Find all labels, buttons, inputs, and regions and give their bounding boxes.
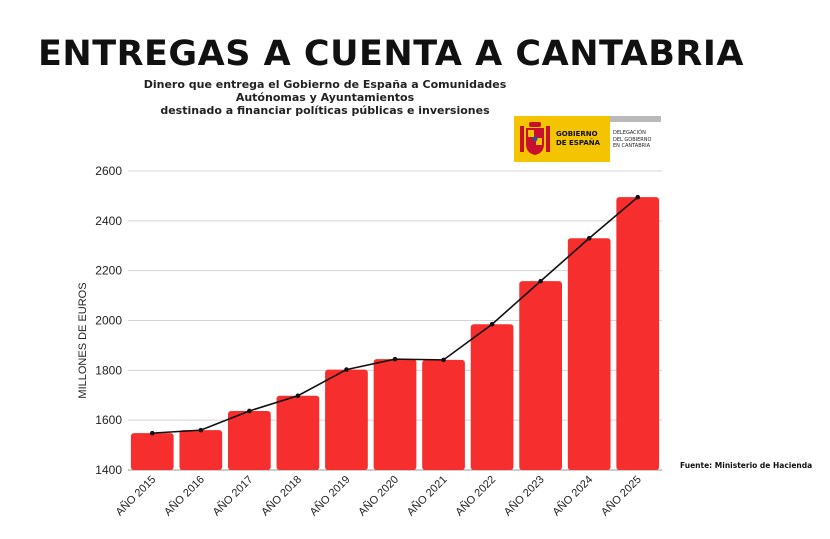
- trend-point: [586, 235, 592, 241]
- bar: [373, 359, 417, 470]
- x-tick-label: AÑO 2023: [501, 473, 547, 519]
- subtitle-line-2: destinado a financiar políticas públicas…: [160, 104, 490, 117]
- bar: [130, 433, 174, 470]
- trend-point: [247, 408, 252, 414]
- chart-subtitle: Dinero que entrega el Gobierno de España…: [110, 78, 540, 117]
- bar: [422, 359, 465, 470]
- y-tick-label: 2000: [95, 314, 122, 328]
- x-tick-label: AÑO 2015: [113, 473, 159, 519]
- trend-point: [149, 430, 155, 436]
- bar: [470, 324, 514, 470]
- bar: [325, 369, 368, 470]
- bar: [276, 395, 320, 470]
- x-tick-label: AÑO 2024: [550, 473, 596, 519]
- logo-grey-bar: [610, 116, 661, 122]
- x-tick-label: AÑO 2017: [210, 473, 256, 519]
- bar: [179, 430, 223, 470]
- x-tick-label: AÑO 2020: [356, 473, 402, 519]
- y-axis-ticks: 1400 1600 1800 2000 2200 2400 2600: [95, 164, 122, 477]
- coat-of-arms-icon: [520, 122, 550, 155]
- trend-point: [198, 427, 204, 433]
- x-tick-label: AÑO 2018: [259, 473, 305, 519]
- trend-point: [295, 393, 301, 399]
- y-tick-label: 1600: [95, 413, 122, 427]
- subtitle-line-1: Dinero que entrega el Gobierno de España…: [143, 78, 507, 104]
- y-axis-title: MILLONES DE EUROS: [77, 282, 89, 398]
- x-tick-label: AÑO 2025: [598, 473, 644, 519]
- bar: [519, 281, 562, 470]
- x-axis-ticks: AÑO 2015 AÑO 2016 AÑO 2017 AÑO 2018 AÑO 2019…: [113, 473, 644, 519]
- gobierno-logo: GOBIERNO DE ESPAÑA DELEGACIÓN DEL GOBIER…: [514, 116, 661, 162]
- x-tick-label: AÑO 2016: [161, 473, 207, 519]
- y-tick-label: 2200: [95, 264, 122, 278]
- x-tick-label: AÑO 2019: [307, 473, 353, 519]
- trend-point: [441, 357, 446, 363]
- x-tick-label: AÑO 2022: [453, 473, 499, 519]
- trend-point: [538, 278, 543, 284]
- bars: [130, 197, 660, 470]
- trend-point: [489, 321, 495, 327]
- bar: [567, 238, 611, 470]
- y-tick-label: 2600: [95, 164, 122, 178]
- x-tick-label: AÑO 2021: [404, 473, 450, 519]
- trend-point: [635, 194, 641, 200]
- y-tick-label: 2400: [95, 214, 122, 228]
- trend-line: [149, 194, 641, 436]
- bar: [228, 410, 271, 470]
- logo-name: GOBIERNO DE ESPAÑA: [556, 130, 601, 147]
- bar: [616, 197, 660, 470]
- trend-point: [392, 356, 398, 362]
- chart-title: ENTREGAS A CUENTA A CANTABRIA: [38, 34, 744, 74]
- source-note: Fuente: Ministerio de Hacienda: [680, 461, 813, 470]
- trend-point: [344, 367, 349, 372]
- logo-delegation: DELEGACIÓN DEL GOBIERNO EN CANTABRIA: [613, 130, 652, 149]
- y-tick-label: 1800: [95, 363, 122, 377]
- y-tick-label: 1400: [95, 463, 122, 477]
